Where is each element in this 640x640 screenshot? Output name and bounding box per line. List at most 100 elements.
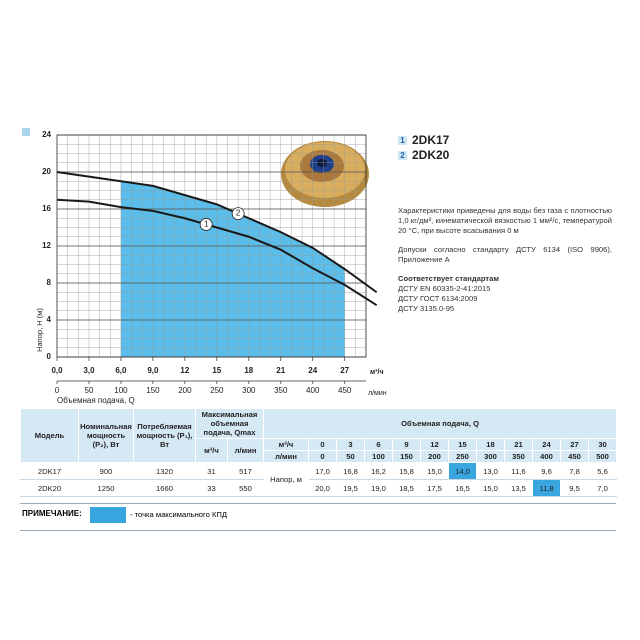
legend-marker: 2 [400, 151, 405, 160]
x2-tick-label: 300 [242, 386, 256, 395]
table-cell: 24 [532, 438, 562, 451]
table-cell: 2DK20 [20, 479, 79, 497]
table-cell: Потребляемая мощность (P₁), Вт [133, 408, 196, 463]
table-cell: л/мин [263, 450, 310, 463]
table-cell: 5,6 [588, 462, 618, 480]
legend-label: 2DK20 [412, 148, 450, 162]
table-cell: 11,8 [532, 479, 562, 497]
table-cell: м³/ч [195, 438, 228, 463]
table-cell: 11,6 [504, 462, 534, 480]
table-row: 2DK17 900 1320 31 517 Напор, м 17,0 16,8 16,2 15,… [20, 462, 618, 497]
table-cell: 0 [308, 438, 338, 451]
standards: Соответствует стандартам ДСТУ EN 60335-2… [398, 274, 612, 314]
y-tick-label: 4 [47, 315, 52, 324]
y-tick-label: 8 [47, 278, 52, 287]
series-line [56, 171, 378, 294]
plot-frame [56, 134, 367, 358]
x2-tick-label: 100 [114, 386, 128, 395]
standard: ДСТУ 3135.0-95 [398, 304, 455, 313]
table-cell: 33 [195, 479, 228, 497]
table-cell: 9,6 [532, 462, 562, 480]
table-cell: 6 [364, 438, 394, 451]
table-cell: л/мин [226, 438, 265, 463]
table-cell: 18,5 [392, 479, 422, 497]
tolerance: Допуски согласно стандарту ДСТУ 6134 (IS… [398, 245, 612, 264]
table-cell: 300 [476, 450, 506, 463]
standard: ДСТУ ГОСТ 6134:2009 [398, 294, 478, 303]
table-cell: м³/ч [263, 438, 310, 451]
table-cell: 450 [560, 450, 590, 463]
table-cell: 2DK17 [20, 462, 79, 480]
standards-title: Соответствует стандартам [398, 274, 499, 283]
efficiency-region [120, 181, 345, 357]
x2-tick-label: 0 [55, 386, 60, 395]
table-cell: Объемная подача, Q [263, 408, 618, 439]
table-cell: 900 [78, 462, 134, 480]
x2-tick-label: 200 [178, 386, 192, 395]
table-cell: 13,0 [476, 462, 506, 480]
table-cell: 9 [392, 438, 422, 451]
table-cell: 15,0 [476, 479, 506, 497]
impeller [281, 141, 369, 207]
x-axis-title: Объемная подача, Q [57, 396, 135, 405]
table-row: Модель Номинальная мощность (P₂), Вт Потре… [20, 408, 618, 463]
table-cell: 16,5 [448, 479, 478, 497]
table-cell: 200 [420, 450, 450, 463]
table-cell: 1660 [133, 479, 196, 497]
note-title: ПРИМЕЧАНИЕ: [22, 509, 82, 518]
y-tick-label: 12 [42, 241, 51, 250]
table-cell: 30 [588, 438, 618, 451]
x2-tick-label: 450 [338, 386, 352, 395]
legend-swatch [398, 136, 407, 145]
x-tick-label: 24 [308, 366, 317, 375]
table-cell: 14,0 [448, 462, 478, 480]
table-cell: 1250 [78, 479, 134, 497]
curve-marker-label: 1 [204, 220, 209, 229]
table-cell: 7,0 [588, 479, 618, 497]
table-cell: 7,8 [560, 462, 590, 480]
info-block: Характеристики приведены для воды без га… [398, 206, 612, 314]
x-tick-label: 21 [276, 366, 285, 375]
y-tick-label: 24 [42, 130, 51, 139]
table-cell: 400 [532, 450, 562, 463]
table-cell: 13,5 [504, 479, 534, 497]
table-row: 2DK20 1250 1660 33 550 20,0 19,5 19,0 18,5 17,5 16… [20, 479, 618, 497]
rule [20, 503, 616, 504]
x-tick-label: 18 [244, 366, 253, 375]
table-cell: Номинальная мощность (P₂), Вт [78, 408, 134, 463]
legend-label: 2DK17 [412, 133, 450, 147]
y-tick-label: 20 [42, 167, 51, 176]
table-cell: 27 [560, 438, 590, 451]
y-axis-title: Напор, H (м) [35, 308, 44, 352]
y-tick-label: 16 [42, 204, 51, 213]
table-cell: 19,5 [336, 479, 366, 497]
curve-marker [199, 218, 213, 231]
curve-marker [231, 207, 245, 221]
x2-tick-label: 50 [85, 386, 94, 395]
table-cell: 500 [588, 450, 618, 463]
table-cell: Модель [20, 408, 79, 463]
table-cell: 550 [226, 479, 265, 497]
table-row: м³/ч л/мин м³/ч 0 3 6 9 12 15 18 21 24 27 30 [21, 438, 618, 463]
table-cell: 17,0 [308, 462, 338, 480]
y-tick-label: 0 [47, 352, 52, 361]
table-cell: 0 [308, 450, 338, 463]
table-cell: 17,5 [420, 479, 450, 497]
x-tick-label: 0,0 [51, 366, 63, 375]
series-line [56, 198, 378, 307]
table-cell: 350 [504, 450, 534, 463]
rule [20, 530, 616, 531]
x2-tick-label: 250 [210, 386, 224, 395]
x-tick-label: 6,0 [115, 366, 127, 375]
legend-swatch [398, 151, 407, 160]
table-cell: 15 [448, 438, 478, 451]
x2-tick-label: 150 [146, 386, 160, 395]
note-swatch [90, 507, 126, 523]
table-cell: 50 [336, 450, 366, 463]
legend-marker: 1 [400, 136, 405, 145]
table-cell: 15,0 [420, 462, 450, 480]
x-tick-label: 27 [340, 366, 349, 375]
note-text: - точка максимального КПД [130, 510, 227, 519]
